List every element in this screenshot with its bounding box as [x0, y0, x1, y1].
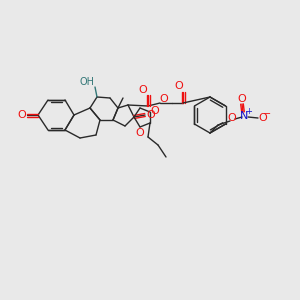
Text: O: O — [151, 106, 159, 116]
Text: O: O — [147, 110, 155, 120]
Text: O: O — [238, 94, 246, 104]
Text: +: + — [246, 106, 252, 116]
Text: O: O — [160, 94, 168, 104]
Text: O: O — [175, 81, 183, 91]
Text: O: O — [18, 110, 26, 120]
Text: N: N — [240, 111, 248, 121]
Text: O: O — [228, 113, 236, 123]
Text: O: O — [136, 128, 144, 138]
Text: OH: OH — [80, 77, 94, 87]
Text: O: O — [139, 85, 147, 95]
Text: O: O — [259, 113, 267, 123]
Text: −: − — [263, 109, 271, 119]
